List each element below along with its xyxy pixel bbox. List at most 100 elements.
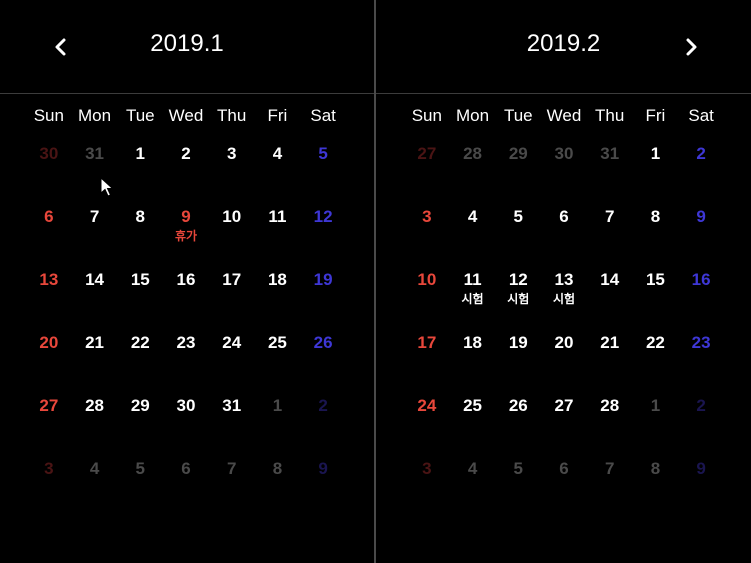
day-cell[interactable]: 28 [587, 394, 633, 457]
day-cell[interactable]: 28 [72, 394, 118, 457]
day-number: 5 [513, 459, 524, 478]
day-cell[interactable]: 16 [163, 268, 209, 331]
day-cell[interactable]: 30 [26, 142, 72, 205]
day-cell[interactable]: 17 [209, 268, 255, 331]
day-cell[interactable]: 13 시험 [541, 268, 587, 331]
day-cell[interactable]: 4 [450, 457, 496, 520]
day-cell[interactable]: 13 [26, 268, 72, 331]
day-cell[interactable]: 31 [72, 142, 118, 205]
day-number: 5 [318, 144, 328, 163]
day-cell[interactable]: 12 [300, 205, 346, 268]
day-cell[interactable]: 6 [541, 457, 587, 520]
day-cell[interactable]: 3 [26, 457, 72, 520]
day-cell[interactable]: 3 [404, 457, 450, 520]
day-cell[interactable]: 7 [587, 205, 633, 268]
next-month-button[interactable] [677, 32, 705, 62]
day-cell[interactable]: 1 [255, 394, 301, 457]
day-number: 7 [604, 207, 615, 226]
day-cell[interactable]: 17 [404, 331, 450, 394]
day-cell[interactable]: 4 [255, 142, 301, 205]
day-cell[interactable]: 30 [163, 394, 209, 457]
day-number: 16 [176, 270, 196, 289]
day-cell[interactable]: 24 [209, 331, 255, 394]
day-number: 1 [650, 396, 661, 415]
day-cell[interactable]: 25 [450, 394, 496, 457]
weekday-sun: Sun [33, 106, 64, 125]
day-number: 6 [44, 207, 54, 226]
day-cell[interactable]: 2 [678, 394, 724, 457]
day-cell[interactable]: 8 [633, 205, 679, 268]
day-cell[interactable]: 4 [72, 457, 118, 520]
day-cell[interactable]: 21 [72, 331, 118, 394]
day-cell[interactable]: 20 [26, 331, 72, 394]
day-cell[interactable]: 2 [678, 142, 724, 205]
day-cell[interactable]: 26 [300, 331, 346, 394]
day-cell[interactable]: 10 [209, 205, 255, 268]
weekday-header: Sun Mon Tue Wed Thu Fri Sat [26, 106, 346, 130]
day-cell[interactable]: 28 [450, 142, 496, 205]
day-cell[interactable]: 3 [404, 205, 450, 268]
day-cell[interactable]: 27 [26, 394, 72, 457]
day-cell[interactable]: 6 [541, 205, 587, 268]
day-cell[interactable]: 1 [633, 394, 679, 457]
day-cell[interactable]: 2 [163, 142, 209, 205]
day-cell[interactable]: 14 [72, 268, 118, 331]
day-cell[interactable]: 22 [633, 331, 679, 394]
day-cell[interactable]: 19 [495, 331, 541, 394]
day-cell[interactable]: 9 휴가 [163, 205, 209, 268]
day-number: 29 [130, 396, 150, 415]
day-cell[interactable]: 8 [117, 205, 163, 268]
day-cell[interactable]: 27 [404, 142, 450, 205]
day-cell[interactable]: 10 [404, 268, 450, 331]
day-cell[interactable]: 23 [163, 331, 209, 394]
day-cell[interactable]: 3 [209, 142, 255, 205]
day-cell[interactable]: 2 [300, 394, 346, 457]
prev-month-button[interactable] [47, 32, 75, 62]
day-cell[interactable]: 9 [300, 457, 346, 520]
day-cell[interactable]: 6 [163, 457, 209, 520]
day-number: 10 [417, 270, 437, 289]
day-cell[interactable]: 11 시험 [450, 268, 496, 331]
day-cell[interactable]: 27 [541, 394, 587, 457]
day-cell[interactable]: 7 [209, 457, 255, 520]
day-cell[interactable]: 11 [255, 205, 301, 268]
day-cell[interactable]: 16 [678, 268, 724, 331]
day-cell[interactable]: 5 [117, 457, 163, 520]
day-cell[interactable]: 30 [541, 142, 587, 205]
day-cell[interactable]: 7 [587, 457, 633, 520]
day-cell[interactable]: 29 [495, 142, 541, 205]
day-cell[interactable]: 1 [633, 142, 679, 205]
day-cell[interactable]: 19 [300, 268, 346, 331]
day-cell[interactable]: 8 [255, 457, 301, 520]
day-cell[interactable]: 5 [495, 457, 541, 520]
day-cell[interactable]: 31 [587, 142, 633, 205]
day-cell[interactable]: 15 [633, 268, 679, 331]
day-cell[interactable]: 18 [255, 268, 301, 331]
day-cell[interactable]: 1 [117, 142, 163, 205]
day-cell[interactable]: 7 [72, 205, 118, 268]
day-cell[interactable]: 22 [117, 331, 163, 394]
day-cell[interactable]: 9 [678, 205, 724, 268]
day-cell[interactable]: 23 [678, 331, 724, 394]
day-cell[interactable]: 4 [450, 205, 496, 268]
day-cell[interactable]: 20 [541, 331, 587, 394]
day-number: 24 [222, 333, 242, 352]
day-cell[interactable]: 15 [117, 268, 163, 331]
day-cell[interactable]: 21 [587, 331, 633, 394]
day-number: 21 [85, 333, 105, 352]
day-cell[interactable]: 8 [633, 457, 679, 520]
day-cell[interactable]: 24 [404, 394, 450, 457]
day-cell[interactable]: 9 [678, 457, 724, 520]
day-event-label: 시험 [461, 292, 484, 306]
weekday-mon: Mon [456, 106, 490, 125]
day-cell[interactable]: 12 시험 [495, 268, 541, 331]
day-cell[interactable]: 6 [26, 205, 72, 268]
day-cell[interactable]: 14 [587, 268, 633, 331]
day-cell[interactable]: 25 [255, 331, 301, 394]
day-cell[interactable]: 5 [495, 205, 541, 268]
day-cell[interactable]: 29 [117, 394, 163, 457]
day-cell[interactable]: 26 [495, 394, 541, 457]
day-cell[interactable]: 5 [300, 142, 346, 205]
day-cell[interactable]: 18 [450, 331, 496, 394]
day-cell[interactable]: 31 [209, 394, 255, 457]
